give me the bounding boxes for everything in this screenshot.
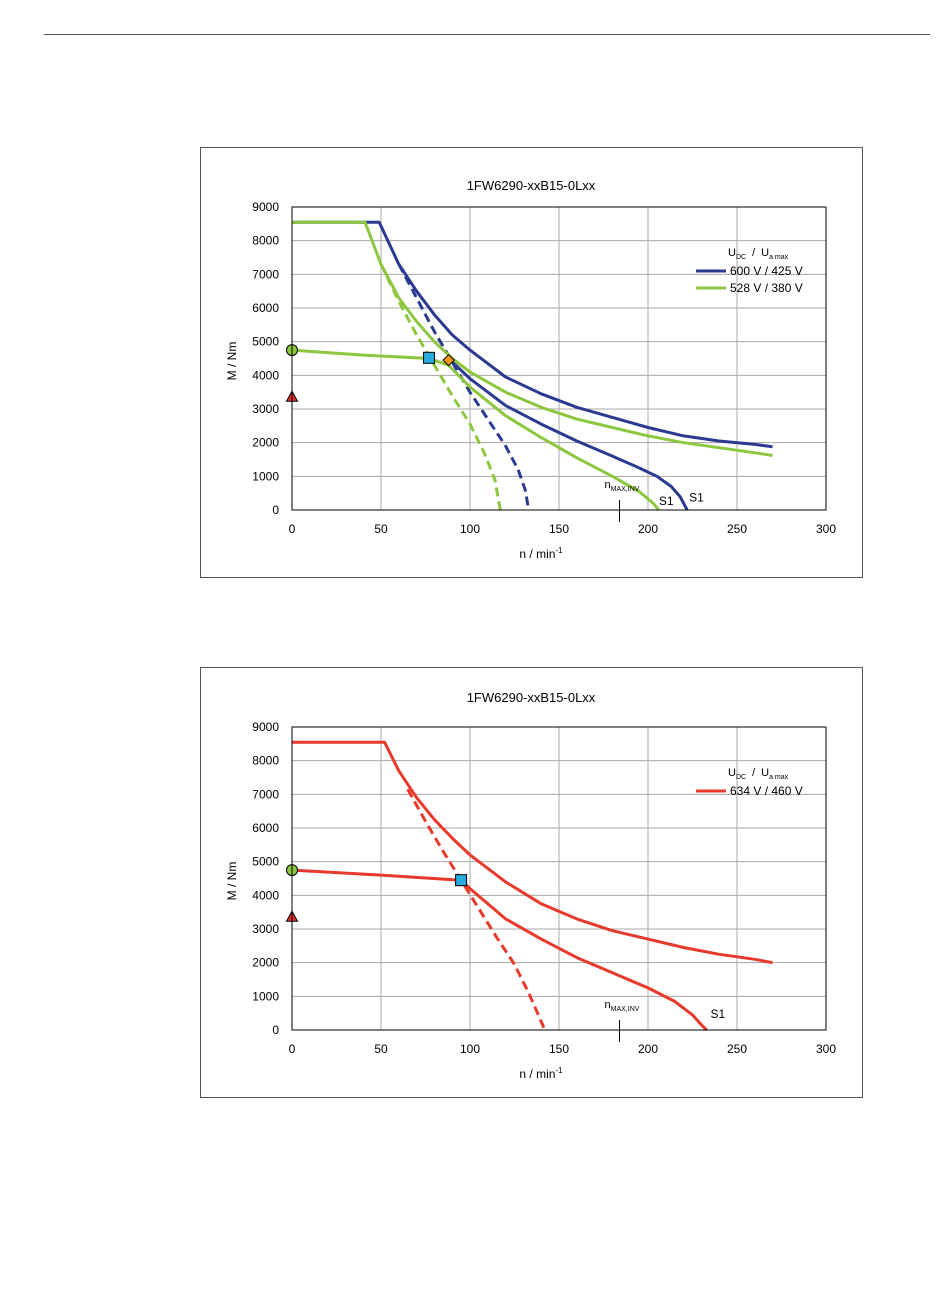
operating-point-square bbox=[423, 351, 436, 364]
legend-label: 600 V / 425 V bbox=[730, 264, 803, 278]
series-line bbox=[447, 357, 689, 511]
markers bbox=[285, 864, 468, 922]
series-line bbox=[292, 220, 773, 457]
annotations: S1 S1 bbox=[659, 491, 704, 508]
curves bbox=[291, 740, 773, 1032]
x-axis-label: n / min-1 bbox=[519, 546, 563, 561]
series-line bbox=[291, 348, 660, 511]
torque-speed-chart-2: 1FW6290-xxB15-0Lxx 0 50 100 150 200 250 300 0 10… bbox=[200, 667, 863, 1098]
series-line bbox=[291, 868, 708, 1032]
markers bbox=[285, 344, 455, 402]
y-tick-label: 5000 bbox=[252, 855, 279, 869]
axis-ticks: 0 50 100 150 200 250 3000100020003000400050006… bbox=[252, 200, 836, 536]
plot-border bbox=[291, 206, 827, 511]
nmax-inv-marker: nMAX,INV bbox=[605, 999, 640, 1042]
y-tick-label: 4000 bbox=[252, 368, 279, 382]
x-tick-label: 250 bbox=[727, 1042, 747, 1056]
y-tick-label: 9000 bbox=[252, 720, 279, 734]
x-axis-label: n / min-1 bbox=[519, 1066, 563, 1081]
legend: UDC / Ua max 600 V / 425 V 528 V / 380 V bbox=[696, 247, 803, 295]
plot-border bbox=[291, 726, 827, 1031]
chart-2-svg: 1FW6290-xxB15-0Lxx 0 50 100 150 200 250 300010… bbox=[225, 690, 836, 1081]
y-tick-label: 1000 bbox=[252, 989, 279, 1003]
legend-header: UDC / Ua max bbox=[728, 247, 789, 261]
s1-label: S1 bbox=[659, 494, 674, 508]
series-line bbox=[292, 740, 773, 965]
legend-items: 634 V / 460 V bbox=[696, 784, 803, 798]
y-tick-label: 2000 bbox=[252, 436, 279, 450]
y-tick-label: 6000 bbox=[252, 821, 279, 835]
y-tick-label: 6000 bbox=[252, 301, 279, 315]
x-tick-label: 0 bbox=[289, 522, 296, 536]
s1-label: S1 bbox=[711, 1007, 726, 1021]
x-tick-label: 100 bbox=[460, 522, 480, 536]
x-tick-label: 300 bbox=[816, 522, 836, 536]
operating-point-diamond bbox=[442, 353, 455, 367]
legend-label: 528 V / 380 V bbox=[730, 281, 803, 295]
nmax-label: nMAX,INV bbox=[605, 479, 640, 493]
chart-title: 1FW6290-xxB15-0Lxx bbox=[467, 690, 596, 705]
y-tick-label: 7000 bbox=[252, 787, 279, 801]
operating-point-square bbox=[455, 874, 468, 887]
chart-title: 1FW6290-xxB15-0Lxx bbox=[467, 178, 596, 193]
x-tick-label: 100 bbox=[460, 1042, 480, 1056]
annotations: S1 bbox=[711, 1007, 726, 1021]
x-tick-label: 0 bbox=[289, 1042, 296, 1056]
y-tick-label: 4000 bbox=[252, 888, 279, 902]
x-tick-label: 50 bbox=[374, 1042, 388, 1056]
torque-speed-chart-1: 1FW6290-xxB15-0Lxx 0 50 100 150 200 250 300 0 10… bbox=[200, 147, 863, 578]
x-tick-label: 200 bbox=[638, 522, 658, 536]
y-axis-label: M / Nm bbox=[225, 862, 239, 901]
x-tick-label: 300 bbox=[816, 1042, 836, 1056]
y-tick-label: 2000 bbox=[252, 956, 279, 970]
x-tick-label: 250 bbox=[727, 522, 747, 536]
page-top-rule bbox=[44, 34, 930, 35]
legend: UDC / Ua max 634 V / 460 V bbox=[696, 767, 803, 798]
nmax-inv-marker: nMAX,INV bbox=[605, 479, 640, 522]
y-tick-label: 9000 bbox=[252, 200, 279, 214]
y-tick-label: 8000 bbox=[252, 234, 279, 248]
legend-header: UDC / Ua max bbox=[728, 767, 789, 781]
axis-ticks: 0 50 100 150 200 250 3000100020003000400050006… bbox=[252, 720, 836, 1056]
x-tick-label: 200 bbox=[638, 1042, 658, 1056]
chart-grid bbox=[291, 726, 827, 1031]
y-tick-label: 7000 bbox=[252, 267, 279, 281]
series-line bbox=[292, 220, 773, 449]
y-tick-label: 3000 bbox=[252, 922, 279, 936]
y-tick-label: 5000 bbox=[252, 335, 279, 349]
y-axis-label: M / Nm bbox=[225, 342, 239, 381]
legend-items: 600 V / 425 V 528 V / 380 V bbox=[696, 264, 803, 295]
y-tick-label: 0 bbox=[272, 503, 279, 517]
chart-grid bbox=[291, 206, 827, 511]
legend-label: 634 V / 460 V bbox=[730, 784, 803, 798]
y-tick-label: 1000 bbox=[252, 469, 279, 483]
chart-1-svg: 1FW6290-xxB15-0Lxx 0 50 100 150 200 250 300010… bbox=[225, 178, 836, 561]
s1-label: S1 bbox=[689, 491, 704, 505]
series-line bbox=[406, 788, 547, 1031]
y-tick-label: 0 bbox=[272, 1023, 279, 1037]
x-tick-label: 50 bbox=[374, 522, 388, 536]
curves bbox=[291, 220, 773, 511]
x-tick-label: 150 bbox=[549, 1042, 569, 1056]
y-tick-label: 3000 bbox=[252, 402, 279, 416]
series-line bbox=[397, 263, 531, 511]
nmax-label: nMAX,INV bbox=[605, 999, 640, 1013]
x-tick-label: 150 bbox=[549, 522, 569, 536]
y-tick-label: 8000 bbox=[252, 754, 279, 768]
